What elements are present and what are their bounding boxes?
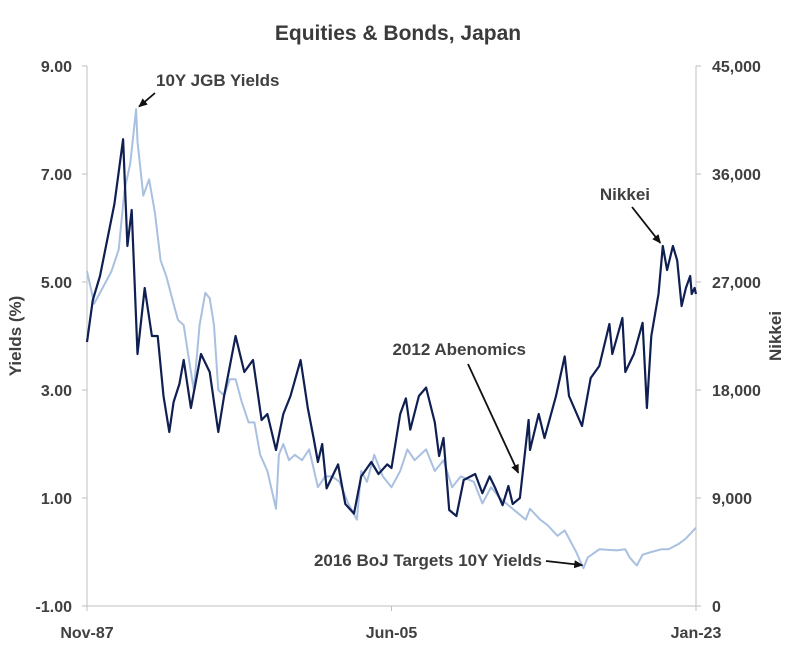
y-tick-label: 3.00 [41, 383, 72, 400]
y-axis-ticks: 9.00 7.00 5.00 3.00 1.00 -1.00 [36, 59, 87, 616]
annotation-boj-targets-arrow [545, 560, 584, 569]
y2-axis-label: Nikkei [766, 311, 785, 361]
chart-title: Equities & Bonds, Japan [275, 22, 521, 45]
y-axis-label: Yields (%) [6, 296, 25, 377]
annotation-nikkei-label: Nikkei [600, 185, 650, 204]
x-axis-ticks: Nov-87 Jun-05 Jan-23 [60, 606, 721, 642]
annotation-jgb-yields-arrow [138, 92, 156, 108]
annotation-abenomics-arrow [467, 363, 520, 474]
x-tick-label: Jan-23 [671, 625, 722, 642]
y-tick-label: 5.00 [41, 275, 72, 292]
y-tick-label: 9.00 [41, 59, 72, 76]
y-tick-label: 1.00 [41, 491, 72, 508]
annotation-nikkei-arrow [631, 206, 662, 244]
y2-tick-label: 36,000 [712, 167, 761, 184]
y2-axis-ticks: 45,000 36,000 27,000 18,000 9,000 0 [696, 59, 761, 616]
y2-tick-label: 45,000 [712, 59, 761, 76]
annotation-jgb-yields-label: 10Y JGB Yields [156, 71, 279, 90]
x-tick-label: Jun-05 [366, 625, 418, 642]
annotation-abenomics-label: 2012 Abenomics [392, 340, 526, 359]
y-tick-label: 7.00 [41, 167, 72, 184]
y2-tick-label: 27,000 [712, 275, 761, 292]
y-tick-label: -1.00 [36, 599, 73, 616]
annotation-boj-targets-label: 2016 BoJ Targets 10Y Yields [314, 551, 542, 570]
annotation-layer: 10Y JGB Yields Nikkei 2012 Abenomics 2016 B… [138, 71, 662, 570]
series-line-nikkei [85, 138, 698, 518]
series-layer [85, 108, 698, 570]
y2-tick-label: 0 [712, 599, 721, 616]
series-line-jgb-yields [86, 108, 697, 570]
y2-tick-label: 18,000 [712, 383, 761, 400]
x-tick-label: Nov-87 [60, 625, 113, 642]
y2-tick-label: 9,000 [712, 491, 752, 508]
